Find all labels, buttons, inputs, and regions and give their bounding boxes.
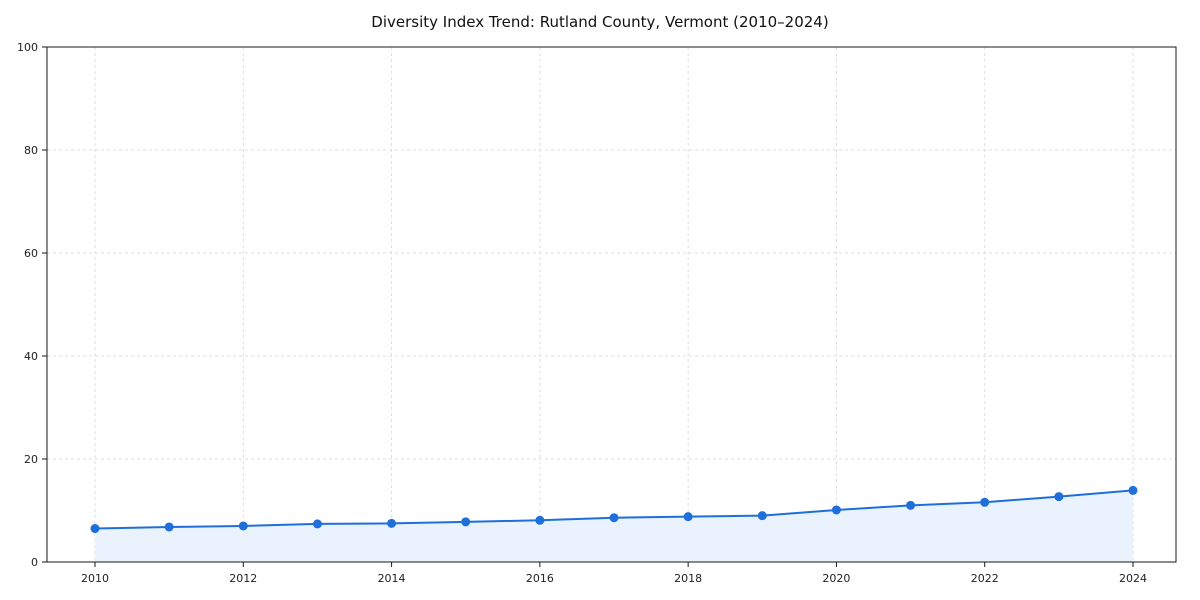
y-tick-label: 40 [24, 350, 38, 363]
x-tick-label: 2022 [971, 572, 999, 585]
data-point [387, 518, 397, 528]
data-point [1054, 492, 1064, 502]
chart-title: Diversity Index Trend: Rutland County, V… [371, 13, 829, 31]
data-point [238, 521, 248, 531]
plot-border [46, 46, 1177, 563]
y-tick-label: 100 [17, 41, 38, 54]
x-tick-label: 2016 [526, 572, 554, 585]
data-point [831, 505, 841, 515]
x-tick-label: 2024 [1119, 572, 1147, 585]
x-tick-label: 2010 [81, 572, 109, 585]
data-point [312, 519, 322, 529]
x-tick-label: 2018 [674, 572, 702, 585]
y-tick-label: 60 [24, 247, 38, 260]
data-point [683, 512, 693, 522]
data-point [164, 522, 174, 532]
data-point [980, 497, 990, 507]
data-point [1128, 485, 1138, 495]
x-tick-label: 2014 [378, 572, 406, 585]
x-tick-label: 2012 [229, 572, 257, 585]
y-tick-label: 0 [31, 556, 38, 569]
data-point [609, 513, 619, 523]
x-tick-label: 2020 [822, 572, 850, 585]
data-point [906, 500, 916, 510]
data-point [90, 524, 100, 534]
y-tick-label: 20 [24, 453, 38, 466]
data-point [535, 515, 545, 525]
data-point [757, 511, 767, 521]
data-point [461, 517, 471, 527]
y-tick-label: 80 [24, 144, 38, 157]
